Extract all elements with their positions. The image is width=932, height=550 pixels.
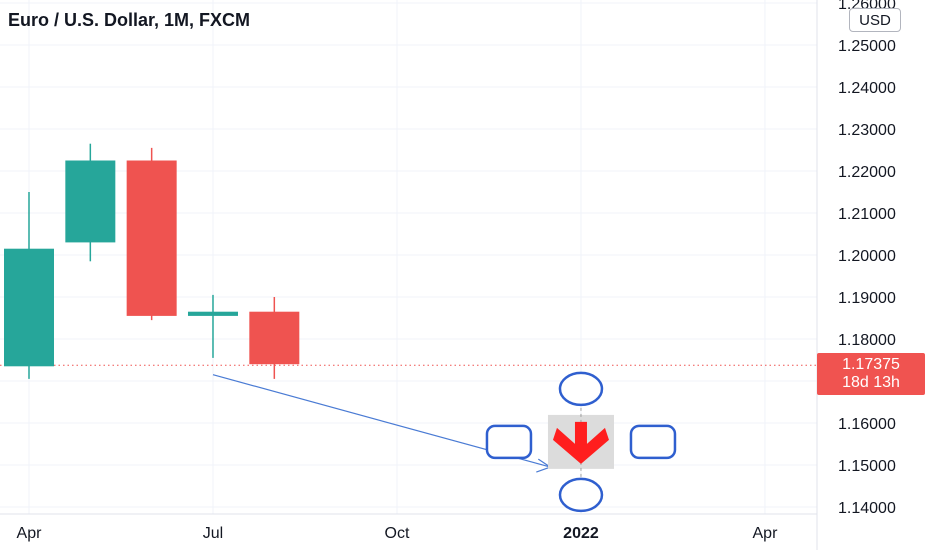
axes: 1.140001.150001.160001.170001.180001.190…: [0, 0, 896, 550]
annotations: [212, 371, 677, 513]
y-tick-label: 1.19000: [838, 290, 896, 307]
x-tick-label: Apr: [753, 525, 779, 542]
resize-handle-right[interactable]: [629, 424, 677, 460]
y-tick-label: 1.20000: [838, 248, 896, 265]
candle-body[interactable]: [126, 160, 177, 316]
y-tick-label: 1.23000: [838, 122, 896, 139]
candle-body[interactable]: [4, 248, 54, 367]
chart-title: Euro / U.S. Dollar, 1M, FXCM: [8, 10, 251, 30]
grid-lines: [0, 0, 817, 514]
x-tick-label: Apr: [17, 525, 43, 542]
y-tick-label: 1.25000: [838, 38, 896, 55]
y-tick-label: 1.22000: [838, 164, 896, 181]
candle-body[interactable]: [249, 311, 300, 365]
candles: [4, 143, 300, 379]
y-tick-label: 1.21000: [838, 206, 896, 223]
last-price-badge: 1.17375 18d 13h: [817, 353, 925, 395]
candle-body[interactable]: [65, 160, 116, 243]
x-tick-label: 2022: [563, 525, 599, 542]
y-tick-label: 1.18000: [838, 332, 896, 349]
x-tick-label: Oct: [385, 525, 410, 542]
down-arrow-icon[interactable]: [552, 421, 609, 464]
x-tick-label: Jul: [203, 525, 223, 542]
bar-countdown: 18d 13h: [842, 374, 900, 391]
last-price-value: 1.17375: [842, 356, 900, 373]
y-tick-label: 1.15000: [838, 458, 896, 475]
y-tick-label: 1.16000: [838, 416, 896, 433]
y-tick-label: 1.24000: [838, 80, 896, 97]
resize-handle-bottom[interactable]: [558, 477, 604, 513]
resize-handle-top[interactable]: [558, 371, 604, 407]
resize-handle-left[interactable]: [485, 424, 533, 460]
y-tick-label: 1.14000: [838, 500, 896, 517]
currency-badge[interactable]: USD: [849, 8, 901, 32]
candle-body[interactable]: [187, 311, 238, 316]
